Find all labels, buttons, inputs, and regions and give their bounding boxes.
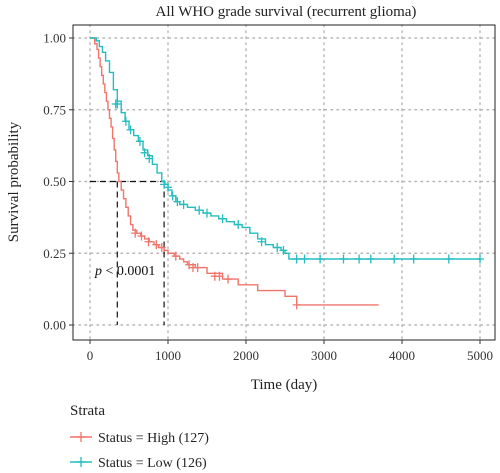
censor-mark <box>292 300 301 310</box>
censor-mark <box>292 254 301 264</box>
legend-key-cross <box>76 432 86 442</box>
censor-mark <box>145 154 154 164</box>
censor-mark <box>339 254 348 264</box>
censor-mark <box>316 254 325 264</box>
censor-mark <box>179 199 188 209</box>
censor-mark <box>140 148 149 158</box>
x-tick-label: 1000 <box>155 348 181 363</box>
legend-item-label: Status = Low (126) <box>98 456 207 471</box>
legend-title: Strata <box>70 403 105 419</box>
y-tick-label: 0.25 <box>43 246 66 261</box>
censor-mark <box>444 254 453 264</box>
censor-mark <box>366 254 375 264</box>
censor-mark <box>121 116 130 126</box>
legend: Status = High (127) Status = Low (126) <box>70 431 209 471</box>
legend-key-cross <box>76 457 86 467</box>
censor-mark <box>234 220 243 230</box>
censor-mark <box>218 214 227 224</box>
censor-mark <box>171 251 180 261</box>
censor-mark <box>144 237 153 247</box>
curves <box>90 37 484 310</box>
censor-mark <box>355 254 364 264</box>
censor-mark <box>476 254 484 264</box>
y-tick-label: 0.75 <box>43 102 66 117</box>
x-tick-label: 4000 <box>389 348 415 363</box>
legend-item-label: Status = High (127) <box>98 431 209 446</box>
censor-mark <box>173 197 182 207</box>
survival-curve-low <box>90 37 480 260</box>
x-tick-label: 3000 <box>311 348 337 363</box>
p-letter: p <box>94 264 102 279</box>
censor-mark <box>193 263 202 273</box>
survival-curve-high <box>90 37 379 306</box>
censor-mark <box>409 254 418 264</box>
censor-mark <box>273 243 282 253</box>
p-value-annotation: p < 0.0001 <box>94 264 155 279</box>
x-tick-label: 2000 <box>233 348 259 363</box>
y-tick-label: 0.50 <box>43 174 66 189</box>
x-axis-label: Time (day) <box>251 377 318 393</box>
censor-mark <box>224 274 233 284</box>
chart-title: All WHO grade survival (recurrent glioma… <box>156 4 417 20</box>
y-tick-label: 0.00 <box>43 318 66 333</box>
plot-frame <box>72 24 496 341</box>
censor-mark <box>137 231 146 241</box>
p-value: < 0.0001 <box>102 264 155 279</box>
x-tick-label: 5000 <box>467 348 493 363</box>
censor-mark <box>135 136 144 146</box>
censor-mark <box>164 182 172 192</box>
censor-mark <box>215 271 224 281</box>
censor-mark <box>157 243 166 253</box>
censor-mark <box>390 254 399 264</box>
censor-mark <box>279 245 288 255</box>
censor-mark <box>152 240 161 250</box>
y-tick-label: 1.00 <box>43 31 66 46</box>
x-tick-label: 0 <box>87 348 94 363</box>
censor-mark <box>168 191 177 201</box>
censor-mark <box>131 228 140 238</box>
censor-mark <box>257 237 266 247</box>
censor-mark <box>300 254 309 264</box>
median-lines <box>90 180 165 325</box>
grid <box>72 24 496 341</box>
y-axis-label: Survival probability <box>6 121 22 242</box>
axes: 0 1000 2000 3000 4000 5000 0.00 0.25 0.50 0.75 1.0… <box>43 31 493 364</box>
censor-mark <box>126 125 135 135</box>
censor-mark <box>203 208 211 218</box>
censor-mark <box>113 99 122 109</box>
censor-mark <box>195 205 204 215</box>
